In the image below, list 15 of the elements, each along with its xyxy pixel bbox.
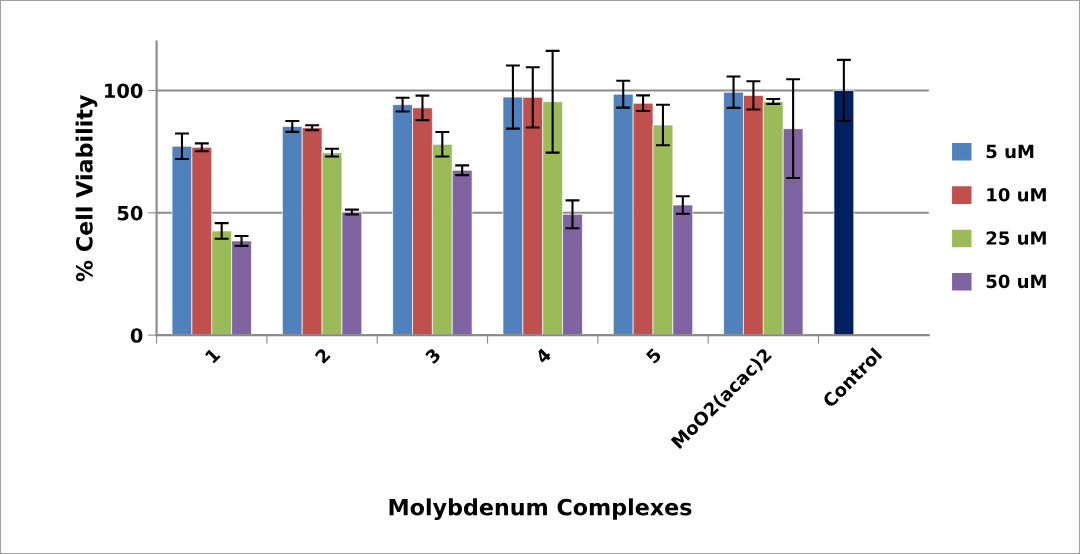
- x-tick-label: 3: [424, 347, 442, 365]
- legend-label: 25 uM: [986, 231, 1046, 245]
- x-axis-title: Molybdenum Complexes: [389, 498, 692, 521]
- x-tick-label: 1: [204, 347, 221, 364]
- bar: [833, 90, 855, 336]
- y-tick-label: 0: [130, 328, 143, 343]
- y-tick-label: 50: [117, 205, 143, 221]
- legend-label: 10 uM: [987, 187, 1046, 202]
- x-tick-label: 4: [534, 347, 552, 365]
- y-tick-label: 100: [105, 83, 143, 99]
- legend-label: 50 uM: [986, 274, 1046, 289]
- legend-label: 5 uM: [986, 144, 1034, 159]
- x-tick-label: 2: [314, 347, 331, 364]
- x-tick-label: 5: [645, 347, 663, 365]
- y-axis-title: % Cell Viability: [75, 94, 98, 282]
